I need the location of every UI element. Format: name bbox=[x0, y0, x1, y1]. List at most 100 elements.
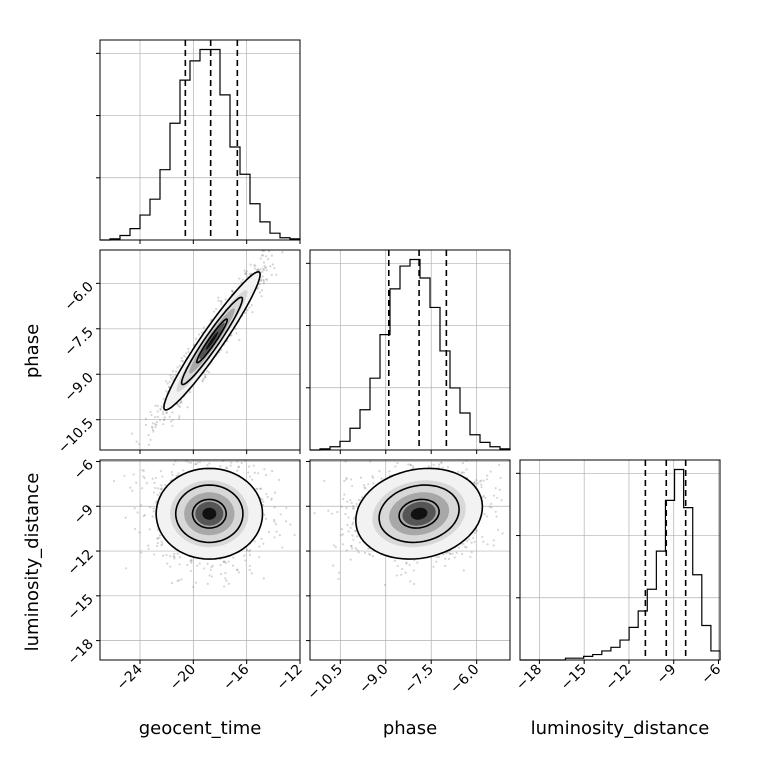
joint-geocent-time-phase-sample-point bbox=[265, 255, 267, 257]
joint-geocent-time-luminosity-distance-sample-point bbox=[140, 552, 142, 554]
joint-geocent-time-phase-sample-point bbox=[150, 414, 152, 416]
joint-geocent-time-luminosity-distance-sample-point bbox=[268, 531, 270, 533]
joint-geocent-time-phase-sample-point bbox=[274, 246, 276, 248]
joint-phase-luminosity-distance-sample-point bbox=[323, 480, 325, 482]
joint-geocent-time-phase-sample-point bbox=[244, 270, 246, 272]
joint-geocent-time-phase-sample-point bbox=[171, 425, 173, 427]
joint-geocent-time-phase-sample-point bbox=[250, 264, 252, 266]
joint-geocent-time-luminosity-distance-sample-point bbox=[257, 472, 259, 474]
marginal-geocent-time-panel bbox=[96, 40, 300, 244]
joint-geocent-time-phase-sample-point bbox=[259, 291, 261, 293]
joint-geocent-time-luminosity-distance-sample-point bbox=[224, 560, 226, 562]
joint-geocent-time-luminosity-distance-sample-point bbox=[141, 487, 143, 489]
joint-phase-luminosity-distance-sample-point bbox=[428, 465, 430, 467]
joint-geocent-time-luminosity-distance-sample-point bbox=[254, 472, 256, 474]
joint-phase-luminosity-distance-sample-point bbox=[496, 516, 498, 518]
joint-geocent-time-luminosity-distance-sample-point bbox=[206, 464, 208, 466]
joint-geocent-time-phase-sample-point bbox=[208, 371, 210, 373]
joint-phase-luminosity-distance-sample-point bbox=[341, 528, 343, 530]
joint-geocent-time-luminosity-distance-sample-point bbox=[179, 556, 181, 558]
joint-geocent-time-phase-sample-point bbox=[179, 402, 181, 404]
joint-phase-luminosity-distance-sample-point bbox=[484, 456, 486, 458]
joint-phase-luminosity-distance-sample-point bbox=[406, 455, 408, 457]
joint-phase-luminosity-distance-sample-point bbox=[483, 479, 485, 481]
joint-phase-luminosity-distance-sample-point bbox=[388, 470, 390, 472]
joint-geocent-time-luminosity-distance-sample-point bbox=[236, 461, 238, 463]
joint-geocent-time-phase-sample-point bbox=[284, 245, 286, 247]
joint-geocent-time-luminosity-distance-sample-point bbox=[178, 579, 180, 581]
joint-geocent-time-luminosity-distance-sample-point bbox=[206, 563, 208, 565]
joint-geocent-time-luminosity-distance-density-level bbox=[202, 508, 216, 520]
x-tick-label-luminosity-distance: −15 bbox=[558, 662, 590, 694]
joint-geocent-time-phase-sample-point bbox=[157, 416, 159, 418]
joint-geocent-time-phase-sample-point bbox=[145, 424, 147, 426]
joint-geocent-time-luminosity-distance-sample-point bbox=[225, 580, 227, 582]
joint-phase-luminosity-distance-sample-point bbox=[336, 511, 338, 513]
joint-phase-luminosity-distance-sample-point bbox=[356, 503, 358, 505]
joint-phase-luminosity-distance-sample-point bbox=[447, 466, 449, 468]
joint-geocent-time-luminosity-distance-sample-point bbox=[249, 565, 251, 567]
joint-geocent-time-phase-sample-point bbox=[164, 416, 166, 418]
joint-phase-luminosity-distance-sample-point bbox=[364, 552, 366, 554]
joint-geocent-time-phase-sample-point bbox=[220, 300, 222, 302]
joint-phase-luminosity-distance-panel: −10.5 −9.0 −7.5 −6.0 bbox=[304, 440, 553, 703]
joint-phase-luminosity-distance-sample-point bbox=[345, 460, 347, 462]
joint-phase-luminosity-distance-sample-point bbox=[351, 545, 353, 547]
joint-phase-luminosity-distance-sample-point bbox=[327, 510, 329, 512]
joint-phase-luminosity-distance-sample-point bbox=[358, 499, 360, 501]
joint-geocent-time-luminosity-distance-sample-point bbox=[155, 502, 157, 504]
joint-geocent-time-luminosity-distance-sample-point bbox=[153, 482, 155, 484]
joint-geocent-time-phase-sample-point bbox=[178, 417, 180, 419]
joint-phase-luminosity-distance-sample-point bbox=[397, 565, 399, 567]
x-tick-label-luminosity-distance: −12 bbox=[603, 662, 635, 694]
joint-geocent-time-phase-sample-point bbox=[226, 351, 228, 353]
joint-geocent-time-luminosity-distance-sample-point bbox=[226, 467, 228, 469]
joint-geocent-time-luminosity-distance-sample-point bbox=[263, 468, 265, 470]
joint-geocent-time-luminosity-distance-sample-point bbox=[188, 455, 190, 457]
joint-phase-luminosity-distance-sample-point bbox=[497, 529, 499, 531]
joint-phase-luminosity-distance-sample-point bbox=[500, 499, 502, 501]
joint-geocent-time-luminosity-distance-sample-point bbox=[152, 516, 154, 518]
joint-geocent-time-luminosity-distance-sample-point bbox=[180, 578, 182, 580]
joint-geocent-time-luminosity-distance-sample-point bbox=[224, 572, 226, 574]
joint-geocent-time-luminosity-distance-sample-point bbox=[293, 534, 295, 536]
joint-geocent-time-luminosity-distance-sample-point bbox=[149, 528, 151, 530]
joint-geocent-time-phase-sample-point bbox=[136, 441, 138, 443]
joint-geocent-time-phase-sample-point bbox=[187, 406, 189, 408]
joint-geocent-time-phase-sample-point bbox=[172, 375, 174, 377]
joint-geocent-time-phase-sample-point bbox=[259, 257, 261, 259]
joint-geocent-time-luminosity-distance-sample-point bbox=[190, 570, 192, 572]
joint-geocent-time-phase-sample-point bbox=[235, 332, 237, 334]
joint-geocent-time-luminosity-distance-sample-point bbox=[228, 560, 230, 562]
joint-geocent-time-luminosity-distance-sample-point bbox=[157, 494, 159, 496]
joint-geocent-time-phase-sample-point bbox=[266, 279, 268, 281]
joint-geocent-time-luminosity-distance-sample-point bbox=[265, 518, 267, 520]
joint-phase-luminosity-distance-sample-point bbox=[314, 512, 316, 514]
joint-phase-luminosity-distance-sample-point bbox=[486, 515, 488, 517]
joint-phase-luminosity-distance-sample-point bbox=[471, 551, 473, 553]
joint-phase-luminosity-distance-sample-point bbox=[340, 534, 342, 536]
joint-phase-luminosity-distance-sample-point bbox=[356, 549, 358, 551]
joint-geocent-time-phase-sample-point bbox=[273, 267, 275, 269]
joint-geocent-time-luminosity-distance-sample-point bbox=[262, 500, 264, 502]
joint-geocent-time-luminosity-distance-sample-point bbox=[246, 549, 248, 551]
y-tick-label-phase: −7.5 bbox=[61, 324, 96, 359]
joint-geocent-time-phase-sample-point bbox=[217, 300, 219, 302]
joint-geocent-time-luminosity-distance-sample-point bbox=[263, 577, 265, 579]
joint-phase-luminosity-distance-sample-point bbox=[341, 505, 343, 507]
joint-phase-luminosity-distance-sample-point bbox=[444, 558, 446, 560]
joint-geocent-time-luminosity-distance-sample-point bbox=[236, 470, 238, 472]
joint-geocent-time-phase-sample-point bbox=[251, 311, 253, 313]
joint-geocent-time-luminosity-distance-sample-point bbox=[183, 453, 185, 455]
joint-phase-luminosity-distance-sample-point bbox=[394, 560, 396, 562]
joint-geocent-time-luminosity-distance-sample-point bbox=[177, 472, 179, 474]
joint-geocent-time-phase-sample-point bbox=[265, 266, 267, 268]
joint-geocent-time-phase-sample-point bbox=[183, 355, 185, 357]
joint-geocent-time-phase-sample-point bbox=[172, 370, 174, 372]
joint-geocent-time-luminosity-distance-sample-point bbox=[164, 484, 166, 486]
y-axis-label-luminosity-distance: luminosity_distance bbox=[22, 473, 43, 652]
joint-phase-luminosity-distance-sample-point bbox=[346, 501, 348, 503]
joint-geocent-time-phase-sample-point bbox=[170, 377, 172, 379]
joint-geocent-time-phase-sample-point bbox=[135, 454, 137, 456]
joint-phase-luminosity-distance-sample-point bbox=[410, 464, 412, 466]
